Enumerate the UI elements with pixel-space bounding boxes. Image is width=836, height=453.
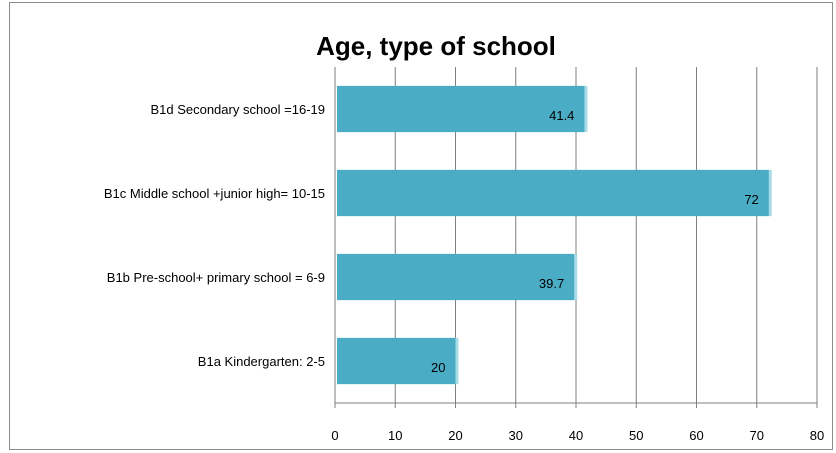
x-tick-label: 30 (509, 428, 523, 443)
category-label: B1a Kindergarten: 2-5 (198, 354, 325, 369)
data-label: 20 (431, 360, 445, 375)
x-tick-label: 40 (569, 428, 583, 443)
data-label: 41.4 (549, 108, 574, 123)
bar (337, 169, 769, 217)
x-tick-label: 10 (388, 428, 402, 443)
bar (337, 253, 575, 301)
data-label: 39.7 (539, 276, 564, 291)
labels: 0 10 20 30 40 50 60 70 80 B1d Secondary school =1… (104, 102, 824, 443)
x-tick-label: 70 (750, 428, 764, 443)
category-label: B1c Middle school +junior high= 10-15 (104, 186, 325, 201)
x-tick-label: 50 (629, 428, 643, 443)
data-label: 72 (744, 192, 758, 207)
bars (337, 85, 772, 385)
axes (334, 67, 818, 408)
category-label: B1b Pre-school+ primary school = 6-9 (107, 270, 325, 285)
x-tick-label: 20 (448, 428, 462, 443)
bar-chart: Age, type of school 0 10 20 30 40 50 60 70 80 B1d… (104, 31, 824, 443)
x-tick-label: 0 (331, 428, 338, 443)
bar (337, 337, 456, 385)
category-label: B1d Secondary school =16-19 (150, 102, 325, 117)
bar (337, 85, 585, 133)
chart-area: Age, type of school 0 10 20 30 40 50 60 70 80 B1d… (9, 2, 833, 450)
x-tick-label: 60 (689, 428, 703, 443)
x-tick-label: 80 (810, 428, 824, 443)
chart-title: Age, type of school (316, 31, 556, 61)
